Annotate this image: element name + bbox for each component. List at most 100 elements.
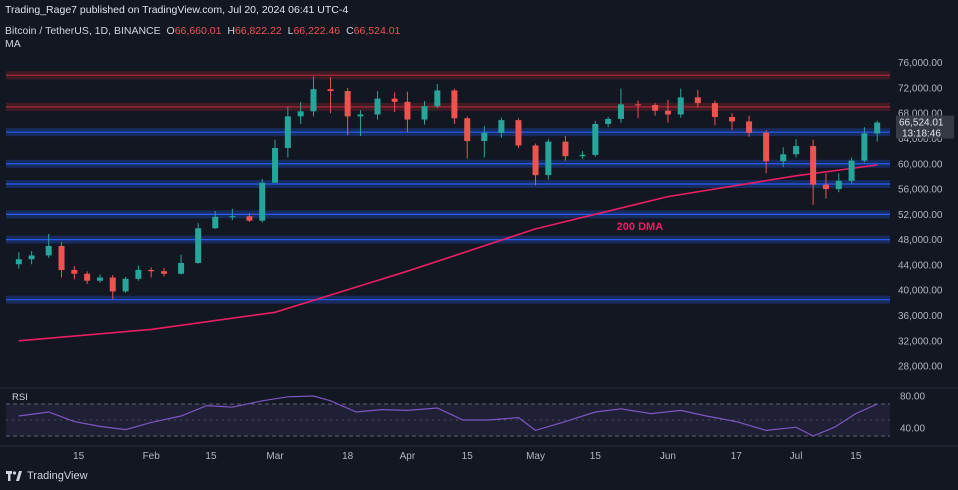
candle-body: [297, 111, 304, 117]
candle-body: [45, 245, 52, 256]
candle: [327, 77, 334, 114]
candle: [822, 173, 829, 199]
candle: [694, 89, 701, 108]
candle-body: [562, 141, 569, 157]
candle-body: [822, 184, 829, 190]
candle-body: [71, 269, 78, 274]
candle: [464, 116, 471, 159]
price-tick-label: 56,000.00: [898, 185, 943, 196]
candle-body: [793, 146, 800, 155]
time-tick-label: 17: [731, 451, 743, 462]
candle-body: [592, 123, 599, 155]
footer-brand: TradingView: [27, 470, 88, 482]
candle-body: [58, 245, 65, 270]
last-price-tag: [896, 115, 954, 139]
candle-body: [664, 110, 671, 115]
candle: [664, 99, 671, 123]
time-tick-label: 15: [205, 451, 217, 462]
candle-body: [310, 89, 317, 112]
candle-body: [148, 269, 155, 272]
candle-body: [229, 216, 236, 218]
time-tick-label: 15: [850, 451, 862, 462]
candle-body: [344, 91, 351, 117]
candle-body: [391, 98, 398, 102]
price-tick-label: 48,000.00: [898, 235, 943, 246]
tradingview-logo-icon: [6, 471, 22, 481]
candle: [229, 208, 236, 221]
close-value: 66,524.01: [353, 25, 401, 37]
candle-body: [178, 263, 185, 274]
high-value: 66,822.22: [234, 25, 282, 37]
candle-body: [835, 180, 842, 190]
candle-body: [434, 90, 441, 107]
candle: [434, 84, 441, 109]
candle: [810, 139, 817, 205]
candle: [15, 252, 22, 269]
candle: [84, 271, 91, 284]
candle-body: [635, 104, 642, 106]
time-tick-label: Apr: [400, 451, 416, 462]
time-tick-label: Jun: [660, 451, 676, 462]
candle: [135, 265, 142, 281]
candle: [122, 276, 129, 293]
candle-body: [874, 122, 881, 134]
low-value: 66,222.46: [293, 25, 341, 37]
open-value: 66,660.01: [174, 25, 222, 37]
price-tick-label: 68,000.00: [898, 109, 943, 120]
candle-body: [15, 259, 22, 265]
time-tick-label: May: [526, 451, 545, 462]
candle: [677, 88, 684, 118]
candle: [746, 115, 753, 137]
candle-body: [28, 255, 35, 260]
price-tick-label: 36,000.00: [898, 311, 943, 322]
candle-body: [694, 97, 701, 104]
candle-body: [451, 90, 458, 119]
candle: [605, 117, 612, 128]
candle-body: [212, 216, 219, 229]
candle-body: [545, 141, 552, 176]
candle-body: [284, 116, 291, 148]
close-label: C: [346, 25, 354, 37]
candle: [45, 233, 52, 258]
candle: [711, 100, 718, 126]
candle: [848, 157, 855, 184]
candle-body: [195, 228, 202, 264]
candle: [793, 139, 800, 158]
candle-body: [810, 146, 817, 185]
rsi-line: [18, 395, 878, 437]
candle-body: [374, 98, 381, 115]
candle: [451, 88, 458, 124]
candle-body: [84, 273, 91, 281]
candle: [212, 211, 219, 229]
candle: [357, 110, 364, 136]
price-tick-label: 60,000.00: [898, 159, 943, 170]
time-tick-label: Jul: [790, 451, 803, 462]
candle: [861, 127, 868, 163]
ma-legend-label: MA: [5, 38, 21, 50]
candle: [545, 139, 552, 180]
price-tick-label: 28,000.00: [898, 362, 943, 373]
candle: [874, 120, 881, 142]
candle: [652, 103, 659, 116]
candle: [310, 76, 317, 117]
candle: [161, 268, 168, 277]
low-label: L: [287, 25, 294, 37]
candle-body: [404, 101, 411, 120]
candle: [391, 92, 398, 112]
countdown-label: 13:18:46: [902, 129, 941, 140]
open-label: O: [166, 25, 175, 37]
candle-body: [464, 118, 471, 142]
candle-body: [780, 154, 787, 162]
candle-body: [357, 114, 364, 117]
candle: [728, 113, 735, 131]
time-tick-label: Mar: [266, 451, 284, 462]
candle: [284, 106, 291, 158]
time-tick-label: Feb: [143, 451, 161, 462]
time-tick-label: 15: [73, 451, 85, 462]
candle: [58, 242, 65, 278]
candle: [297, 101, 304, 124]
price-tick-label: 32,000.00: [898, 336, 943, 347]
candle-body: [109, 277, 116, 292]
ma-200-line: [18, 164, 878, 342]
